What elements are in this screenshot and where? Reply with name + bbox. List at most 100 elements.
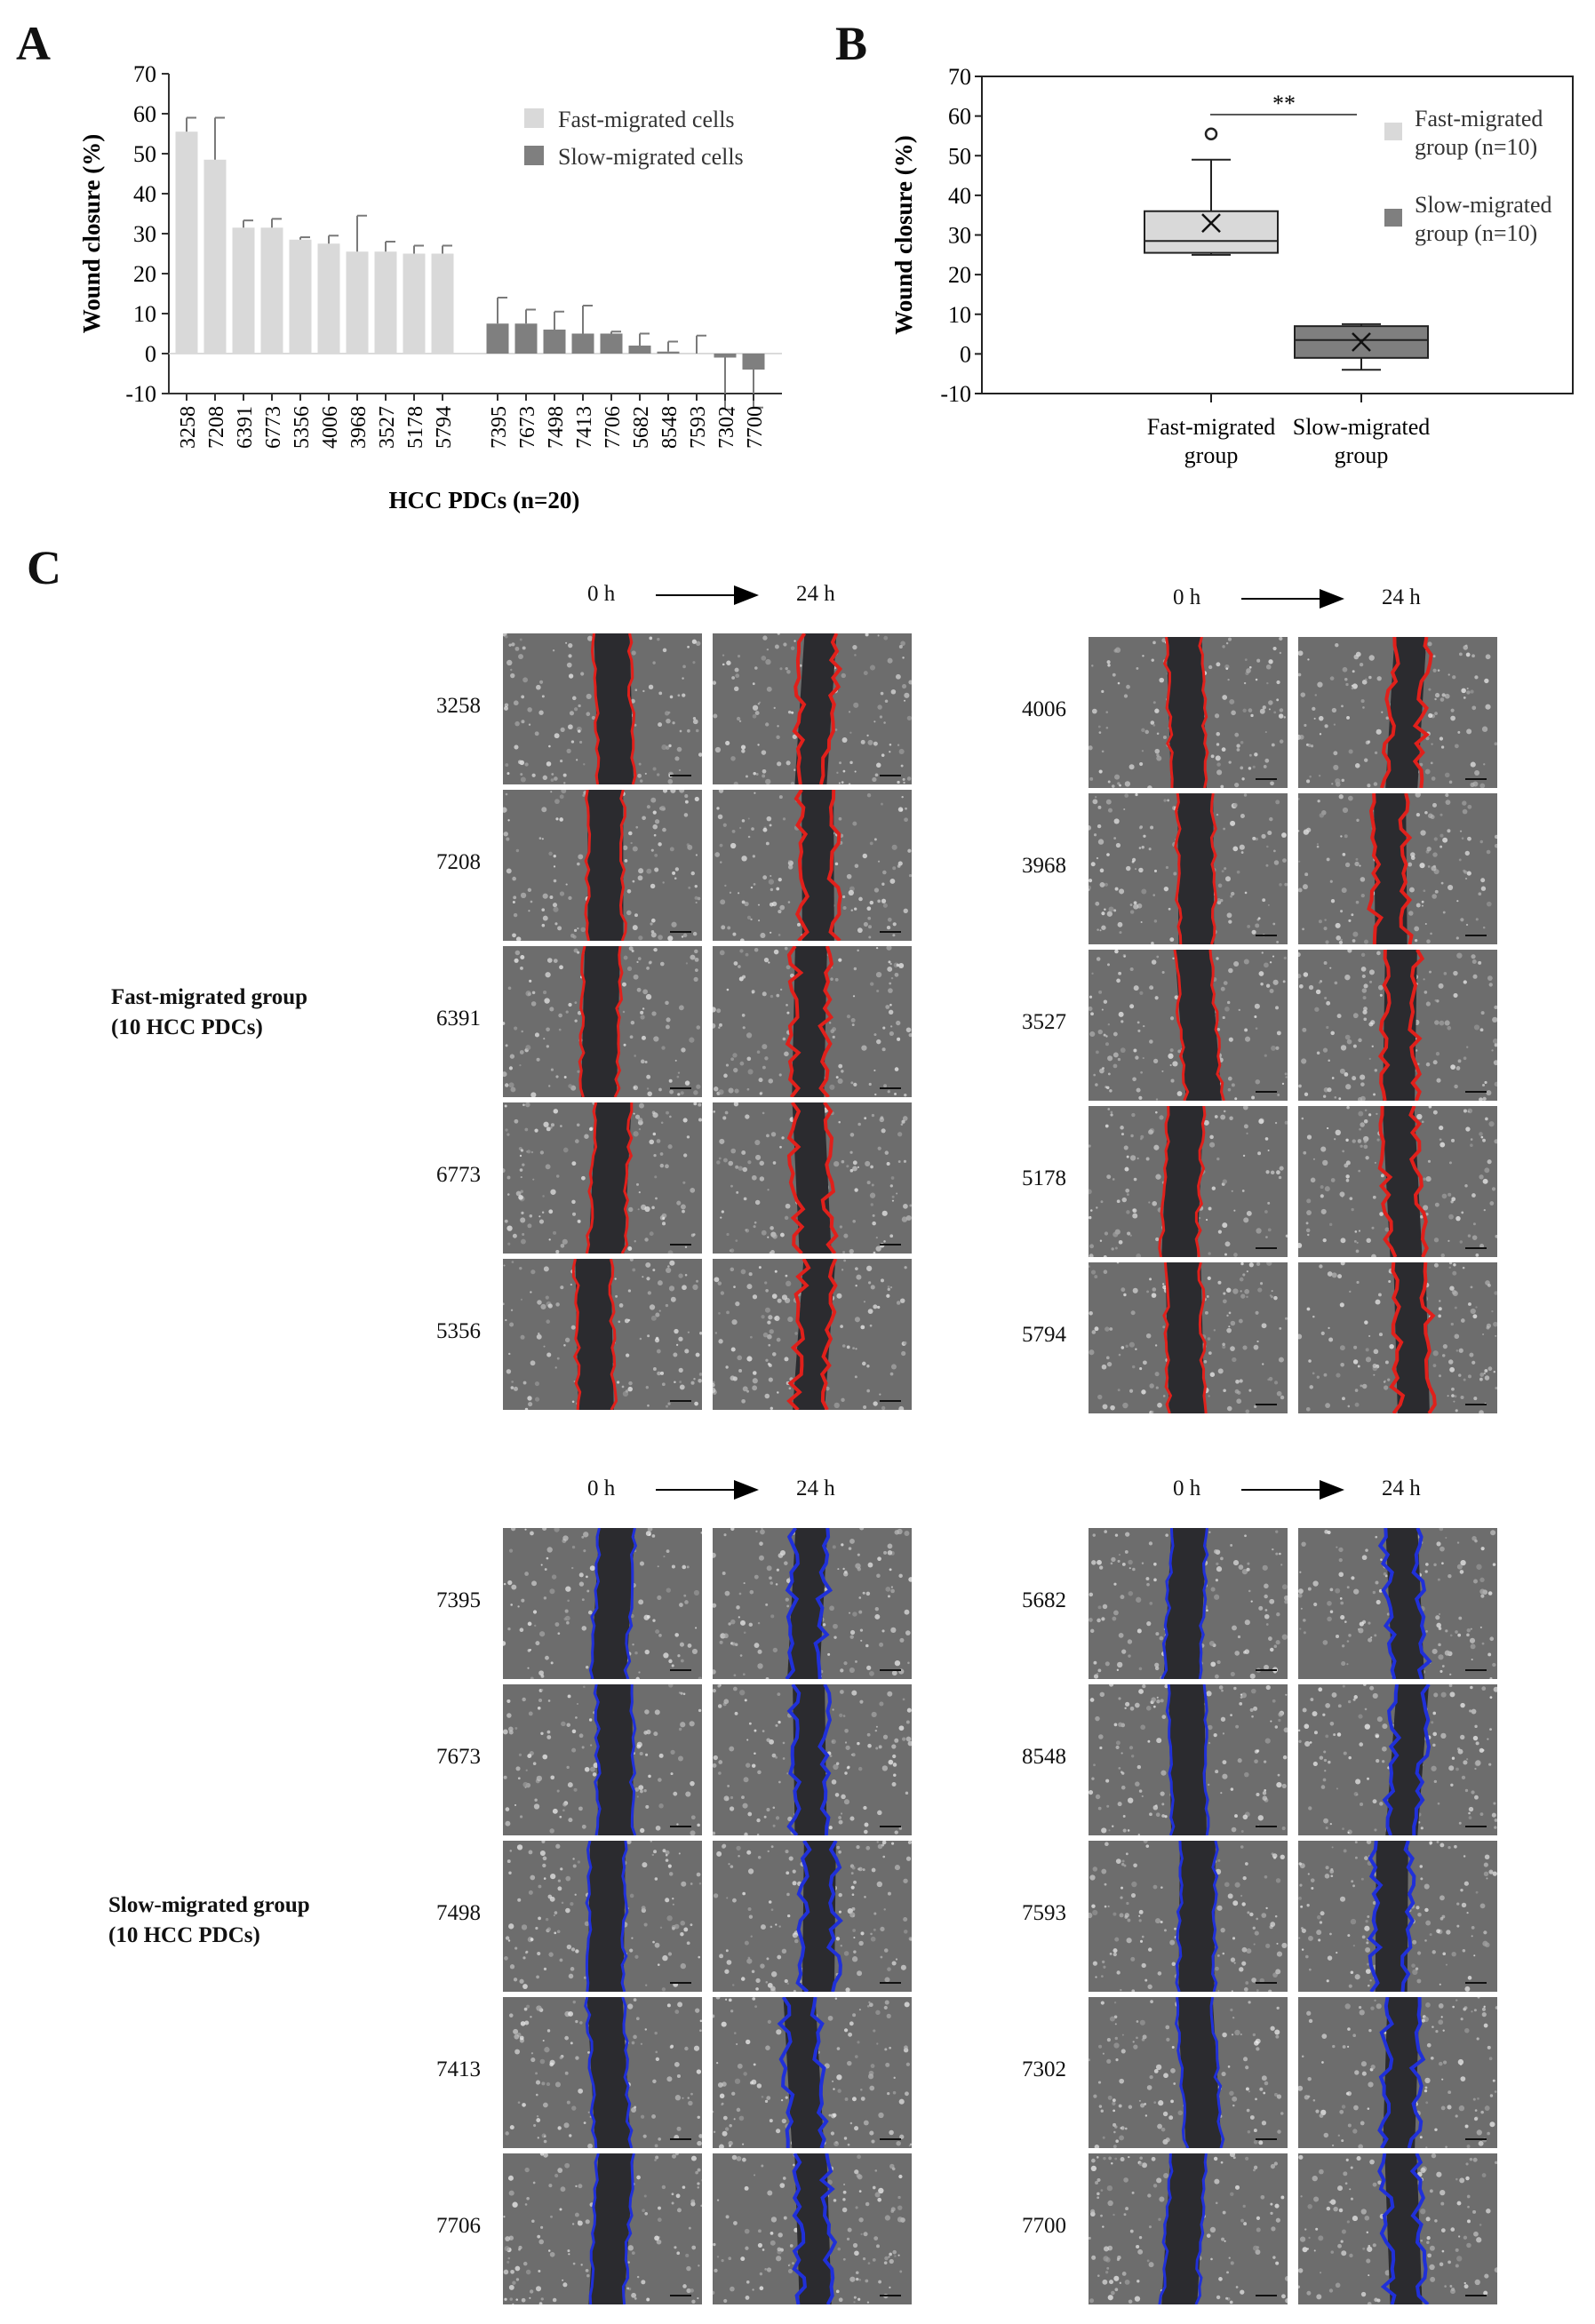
cell-speck	[786, 669, 791, 674]
cell-speck	[646, 868, 652, 874]
cell-speck	[781, 1136, 785, 1140]
wound-edge-right	[1194, 1106, 1207, 1257]
cell-speck	[578, 854, 584, 860]
cell-speck	[781, 1294, 788, 1301]
cell-speck	[1348, 1634, 1352, 1637]
cell-speck	[849, 1168, 854, 1173]
cell-speck	[508, 2013, 514, 2018]
cell-speck	[687, 844, 693, 850]
wound-edge-right	[818, 633, 843, 784]
cell-speck	[630, 841, 633, 845]
cell-speck	[1140, 920, 1143, 924]
cell-speck	[1379, 1212, 1384, 1216]
cell-speck	[854, 2250, 859, 2256]
cell-speck	[1452, 675, 1456, 680]
cell-speck	[889, 879, 896, 884]
cell-speck	[762, 1044, 768, 1050]
cell-speck	[1113, 1052, 1119, 1058]
cell-speck	[515, 936, 522, 941]
cell-speck	[1236, 870, 1240, 874]
cell-speck	[657, 637, 660, 641]
cell-speck	[755, 1987, 759, 1991]
cell-speck	[713, 2110, 714, 2113]
cell-speck	[1283, 716, 1286, 719]
cell-speck	[1308, 984, 1314, 991]
cell-speck	[1427, 1159, 1432, 1163]
cell-speck	[536, 1975, 539, 1979]
cell-speck	[1455, 1066, 1461, 1070]
cell-speck	[1265, 1623, 1269, 1626]
cell-speck	[1089, 825, 1091, 831]
cell-speck	[765, 2045, 770, 2050]
cell-speck	[849, 1667, 855, 1674]
cell-speck	[1302, 927, 1304, 931]
cell-speck	[557, 2126, 562, 2130]
cell-speck	[684, 2046, 689, 2051]
cell-speck	[657, 1371, 661, 1376]
cell-speck	[1471, 1658, 1473, 1661]
cell-speck	[892, 1763, 897, 1767]
cell-speck	[862, 1868, 865, 1872]
cell-speck	[680, 1691, 683, 1695]
cell-speck	[731, 2091, 736, 2096]
cell-speck	[1224, 1241, 1231, 1247]
cell-speck	[656, 1349, 661, 1354]
cell-speck	[570, 1901, 574, 1906]
cell-speck	[767, 1320, 771, 1325]
cell-speck	[1323, 1373, 1328, 1377]
cell-speck	[678, 1336, 683, 1341]
cell-speck	[1325, 1403, 1331, 1409]
cell-speck	[690, 2288, 694, 2293]
cell-speck	[1255, 837, 1258, 841]
cell-speck	[522, 677, 529, 683]
cell-speck	[642, 1007, 645, 1010]
cell-speck	[688, 2100, 693, 2106]
cell-speck	[752, 714, 757, 719]
cell-speck	[1470, 1644, 1476, 1650]
cell-speck	[887, 657, 893, 664]
cell-speck	[627, 2245, 634, 2251]
bar	[232, 227, 255, 354]
cell-speck	[904, 2045, 908, 2050]
cell-speck	[651, 1011, 657, 1016]
cell-speck	[530, 1269, 536, 1275]
cell-speck	[1344, 1620, 1347, 1623]
cell-speck	[760, 1963, 765, 1969]
cell-speck	[905, 2062, 911, 2066]
x-tick-label: 7700	[744, 406, 767, 449]
cell-speck	[1340, 1238, 1346, 1244]
cell-speck	[718, 1026, 721, 1030]
cell-speck	[522, 1163, 525, 1166]
cell-speck	[1216, 1659, 1221, 1665]
cell-speck	[655, 1825, 661, 1831]
cell-speck	[874, 1729, 878, 1732]
cell-speck	[628, 831, 633, 836]
cell-speck	[1474, 1539, 1478, 1543]
cell-speck	[550, 1126, 553, 1129]
cell-speck	[618, 1320, 621, 1324]
cell-speck	[1488, 983, 1493, 987]
cell-speck	[541, 807, 547, 813]
cell-speck	[566, 1620, 570, 1625]
cell-speck	[787, 1316, 794, 1323]
cell-speck	[585, 2268, 589, 2272]
cell-speck	[514, 1026, 518, 1031]
cell-speck	[880, 1278, 884, 1283]
cell-speck	[762, 827, 768, 832]
cell-speck	[1378, 1333, 1384, 1337]
cell-speck	[1424, 810, 1428, 815]
cell-speck	[861, 1045, 867, 1051]
cell-speck	[901, 1119, 905, 1124]
wound-edge-left	[578, 946, 586, 1097]
cell-speck	[776, 1568, 779, 1572]
cell-speck	[1089, 1215, 1092, 1220]
cell-speck	[643, 1788, 647, 1793]
cell-speck	[1463, 645, 1469, 650]
wound-edge-left	[1158, 1106, 1170, 1257]
cell-speck	[750, 886, 754, 889]
cell-speck	[672, 871, 676, 875]
wound-edge-right	[1419, 1262, 1437, 1413]
cell-speck	[842, 2198, 846, 2201]
cell-speck	[1107, 1072, 1111, 1076]
cell-speck	[1464, 1184, 1468, 1188]
